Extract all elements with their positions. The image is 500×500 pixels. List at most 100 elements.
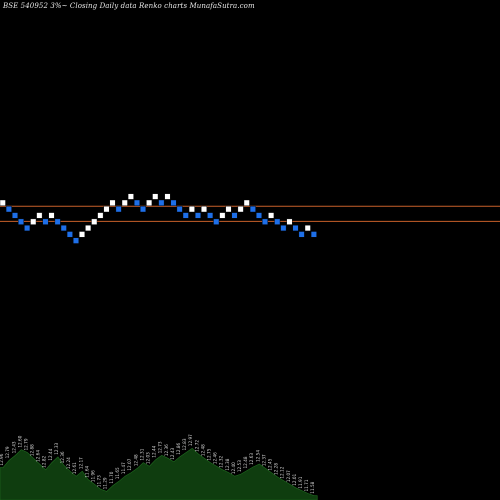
volume-data-label: 12.73: [158, 441, 163, 453]
renko-brick-down: [115, 206, 122, 213]
volume-data-label: 11.96: [91, 470, 96, 482]
volume-data-label: 11.73: [97, 475, 102, 487]
volume-data-label: 12.44: [152, 445, 157, 457]
volume-data-label: 12.48: [133, 454, 138, 466]
renko-brick-up: [152, 193, 159, 200]
renko-brick-up: [48, 212, 55, 219]
renko-brick-up: [237, 206, 244, 213]
renko-brick-down: [280, 224, 287, 232]
volume-data-label: 12.83: [182, 438, 187, 450]
renko-brick-up: [219, 212, 226, 219]
volume-data-label: 11.58: [310, 481, 315, 493]
volume-data-label: 11.70: [109, 471, 114, 483]
volume-data-label: 12.86: [176, 442, 181, 454]
volume-data-label: 11.91: [298, 476, 303, 488]
renko-brick-down: [298, 231, 305, 238]
renko-brick-down: [42, 218, 49, 225]
renko-brick-down: [66, 231, 73, 238]
volume-data-label: 12.63: [249, 453, 254, 465]
renko-brick-down: [170, 199, 177, 206]
volume-data-label: 12.61: [72, 462, 77, 474]
volume-data-label: 12.07: [286, 470, 291, 482]
renko-brick-down: [292, 224, 299, 232]
volume-data-label: 11.47: [121, 462, 126, 474]
volume-data-label: 12.43: [170, 447, 175, 459]
renko-brick-up: [304, 224, 311, 232]
renko-brick-down: [213, 218, 220, 225]
volume-data-label: 12.79: [5, 446, 10, 458]
renko-brick-down: [176, 206, 183, 213]
volume-data-label: 12.36: [60, 451, 65, 463]
renko-brick-down: [11, 212, 18, 219]
renko-brick-down: [18, 218, 24, 225]
renko-brick-up: [268, 212, 275, 219]
volume-data-label: 12.54: [255, 450, 260, 462]
renko-brick-down: [262, 218, 268, 225]
renko-brick-up: [201, 206, 208, 213]
renko-brick-down: [182, 212, 189, 219]
volume-data-label: 12.24: [66, 457, 71, 469]
volume-data-label: 12.31: [139, 448, 144, 460]
renko-bricks: [0, 193, 317, 244]
volume-data-label: 12.37: [261, 454, 266, 466]
renko-brick-down: [256, 212, 262, 219]
volume-data-label: 12.32: [219, 455, 224, 467]
volume-data-label: 12.53: [237, 460, 242, 472]
volume-data-label: 12.45: [267, 458, 272, 470]
volume-data-label: 12.82: [42, 455, 47, 467]
volume-data-label: 12.12: [280, 466, 285, 478]
volume-data-label: 12.60: [17, 435, 22, 447]
renko-brick-up: [243, 199, 250, 206]
renko-brick-down: [249, 206, 256, 213]
volume-data-label: 12.96: [0, 453, 4, 465]
renko-brick-down: [133, 199, 140, 206]
renko-brick-up: [121, 199, 128, 206]
renko-brick-up: [85, 224, 92, 232]
volume-data-label: 12.48: [243, 456, 248, 468]
renko-brick-up: [225, 206, 232, 213]
renko-brick-down: [24, 224, 31, 232]
volume-data-label: 12.17: [78, 457, 83, 469]
volume-data-label: 12.97: [188, 434, 193, 446]
volume-data-label: 11.64: [84, 465, 89, 477]
volume-data-label: 11.29: [103, 477, 108, 489]
chart-title: BSE 540952 3%~ Closing Daily data Renko …: [3, 2, 255, 10]
renko-brick-up: [30, 218, 37, 225]
renko-brick-up: [188, 206, 195, 213]
renko-brick-up: [97, 212, 104, 219]
renko-brick-down: [231, 212, 238, 219]
volume-data-label: 12.88: [30, 444, 35, 456]
renko-brick-up: [36, 212, 43, 219]
renko-brick-up: [79, 231, 86, 238]
renko-brick-down: [140, 206, 147, 213]
renko-brick-up: [103, 206, 110, 213]
volume-data-label: 12.33: [54, 442, 59, 454]
renko-brick-down: [310, 231, 317, 238]
renko-brick-down: [72, 237, 79, 244]
volume-data-label: 11.71: [304, 479, 309, 491]
renko-brick-up: [286, 218, 293, 225]
volume-data-label: 12.36: [164, 444, 169, 456]
volume-data-label: 12.48: [200, 444, 205, 456]
renko-brick-up: [0, 199, 6, 206]
volume-data-label: 12.46: [213, 452, 218, 464]
volume-data-label: 12.79: [23, 438, 28, 450]
renko-brick-down: [207, 212, 214, 219]
renko-brick-down: [60, 224, 67, 232]
volume-data-label: 12.64: [36, 450, 41, 462]
volume-data-label: 12.40: [231, 462, 236, 474]
volume-area: [0, 447, 318, 500]
volume-data-label: 12.75: [206, 448, 211, 460]
volume-data-label: 12.01: [292, 473, 297, 485]
volume-data-label: 11.65: [115, 467, 120, 479]
renko-brick-down: [5, 206, 12, 213]
renko-brick-down: [194, 212, 201, 219]
renko-brick-up: [146, 199, 153, 206]
renko-brick-up: [91, 218, 98, 225]
renko-brick-up: [164, 193, 171, 200]
volume-data-label: 12.44: [48, 448, 53, 460]
volume-data-label: 12.38: [225, 458, 230, 470]
volume-data-label: 12.07: [127, 458, 132, 470]
